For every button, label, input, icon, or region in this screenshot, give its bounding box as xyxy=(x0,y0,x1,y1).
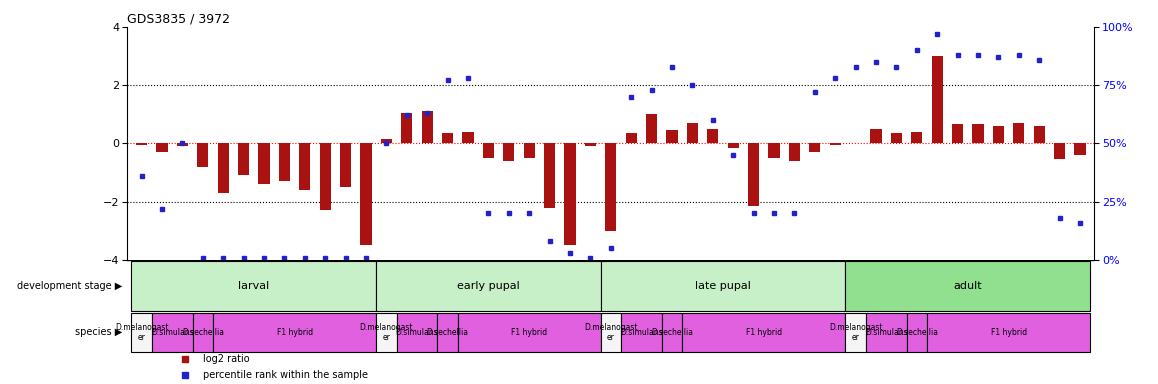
Bar xyxy=(687,123,698,144)
Bar xyxy=(845,261,1090,311)
Text: D.melanogast
er: D.melanogast er xyxy=(829,323,882,342)
Bar xyxy=(279,144,290,181)
Bar xyxy=(258,144,270,184)
Bar xyxy=(708,129,718,144)
Bar xyxy=(457,313,601,352)
Bar xyxy=(973,124,983,144)
Bar xyxy=(381,139,393,144)
Text: development stage ▶: development stage ▶ xyxy=(17,281,123,291)
Bar xyxy=(197,144,208,167)
Text: F1 hybrid: F1 hybrid xyxy=(511,328,548,337)
Bar xyxy=(422,111,433,144)
Text: D.sechellia: D.sechellia xyxy=(896,328,938,337)
Bar xyxy=(748,144,760,206)
Text: D.melanogast
er: D.melanogast er xyxy=(584,323,638,342)
Bar xyxy=(727,144,739,148)
Bar xyxy=(789,144,800,161)
Text: F1 hybrid: F1 hybrid xyxy=(277,328,313,337)
Bar xyxy=(992,126,1004,144)
Text: larval: larval xyxy=(239,281,270,291)
Bar xyxy=(213,313,376,352)
Text: D.simulans: D.simulans xyxy=(396,328,439,337)
Bar xyxy=(192,313,213,352)
Bar xyxy=(360,144,372,245)
Bar xyxy=(646,114,658,144)
Bar xyxy=(438,313,457,352)
Bar xyxy=(442,133,453,144)
Bar xyxy=(376,313,397,352)
Bar xyxy=(769,144,779,158)
Text: D.sechellia: D.sechellia xyxy=(182,328,223,337)
Bar xyxy=(132,261,376,311)
Bar xyxy=(952,124,963,144)
Text: D.simulans: D.simulans xyxy=(865,328,908,337)
Text: D.melanogast
er: D.melanogast er xyxy=(360,323,413,342)
Text: D.simulans: D.simulans xyxy=(621,328,662,337)
Bar xyxy=(218,144,229,193)
Text: F1 hybrid: F1 hybrid xyxy=(746,328,782,337)
Text: D.sechellia: D.sechellia xyxy=(426,328,469,337)
Text: adult: adult xyxy=(953,281,982,291)
Bar xyxy=(601,261,845,311)
Bar xyxy=(299,144,310,190)
Bar xyxy=(625,133,637,144)
Bar xyxy=(911,132,923,144)
Bar xyxy=(401,113,412,144)
Text: F1 hybrid: F1 hybrid xyxy=(990,328,1027,337)
Text: early pupal: early pupal xyxy=(457,281,520,291)
Bar xyxy=(397,313,438,352)
Text: GDS3835 / 3972: GDS3835 / 3972 xyxy=(127,13,230,26)
Bar xyxy=(544,144,555,207)
Text: log2 ratio: log2 ratio xyxy=(203,354,249,364)
Bar xyxy=(601,313,621,352)
Bar xyxy=(152,313,192,352)
Bar xyxy=(907,313,928,352)
Bar xyxy=(1054,144,1065,159)
Bar xyxy=(1075,144,1086,155)
Text: D.sechellia: D.sechellia xyxy=(651,328,692,337)
Bar xyxy=(320,144,331,210)
Bar xyxy=(928,313,1090,352)
Text: species ▶: species ▶ xyxy=(75,328,123,338)
Bar xyxy=(483,144,494,158)
Bar xyxy=(504,144,514,161)
Bar xyxy=(829,144,841,145)
Bar xyxy=(866,313,907,352)
Text: late pupal: late pupal xyxy=(695,281,752,291)
Bar xyxy=(585,144,596,146)
Bar xyxy=(1034,126,1045,144)
Bar xyxy=(462,132,474,144)
Text: percentile rank within the sample: percentile rank within the sample xyxy=(203,370,368,380)
Bar xyxy=(156,144,168,152)
Bar xyxy=(132,313,152,352)
Bar xyxy=(523,144,535,158)
Bar xyxy=(340,144,351,187)
Bar xyxy=(809,144,821,152)
Bar xyxy=(135,144,147,145)
Bar xyxy=(932,56,943,144)
Bar xyxy=(621,313,662,352)
Bar xyxy=(606,144,616,231)
Bar xyxy=(682,313,845,352)
Bar xyxy=(662,313,682,352)
Bar xyxy=(667,130,677,144)
Bar xyxy=(871,129,881,144)
Text: D.simulans: D.simulans xyxy=(151,328,193,337)
Bar xyxy=(564,144,576,245)
Bar xyxy=(891,133,902,144)
Bar xyxy=(845,313,866,352)
Bar xyxy=(239,144,249,175)
Bar xyxy=(376,261,601,311)
Bar xyxy=(177,144,188,146)
Text: D.melanogast
er: D.melanogast er xyxy=(115,323,168,342)
Bar xyxy=(1013,123,1025,144)
